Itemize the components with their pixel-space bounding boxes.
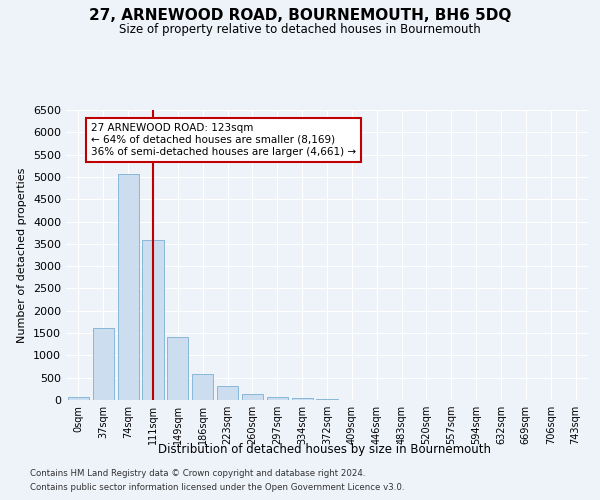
Text: Distribution of detached houses by size in Bournemouth: Distribution of detached houses by size … [157, 442, 491, 456]
Bar [167, 336, 188, 400]
Text: Size of property relative to detached houses in Bournemouth: Size of property relative to detached ho… [119, 22, 481, 36]
Text: Contains HM Land Registry data © Crown copyright and database right 2024.: Contains HM Land Registry data © Crown c… [30, 468, 365, 477]
Bar [118, 174, 139, 400]
Bar [142, 240, 164, 400]
Bar [68, 396, 89, 400]
Y-axis label: Number of detached properties: Number of detached properties [17, 168, 28, 342]
Text: 27 ARNEWOOD ROAD: 123sqm
← 64% of detached houses are smaller (8,169)
36% of sem: 27 ARNEWOOD ROAD: 123sqm ← 64% of detach… [91, 124, 356, 156]
Bar [93, 328, 114, 400]
Bar [242, 394, 263, 400]
Bar [292, 398, 313, 400]
Bar [192, 374, 213, 400]
Text: 27, ARNEWOOD ROAD, BOURNEMOUTH, BH6 5DQ: 27, ARNEWOOD ROAD, BOURNEMOUTH, BH6 5DQ [89, 8, 511, 22]
Bar [316, 399, 338, 400]
Bar [217, 386, 238, 400]
Text: Contains public sector information licensed under the Open Government Licence v3: Contains public sector information licen… [30, 484, 404, 492]
Bar [267, 396, 288, 400]
